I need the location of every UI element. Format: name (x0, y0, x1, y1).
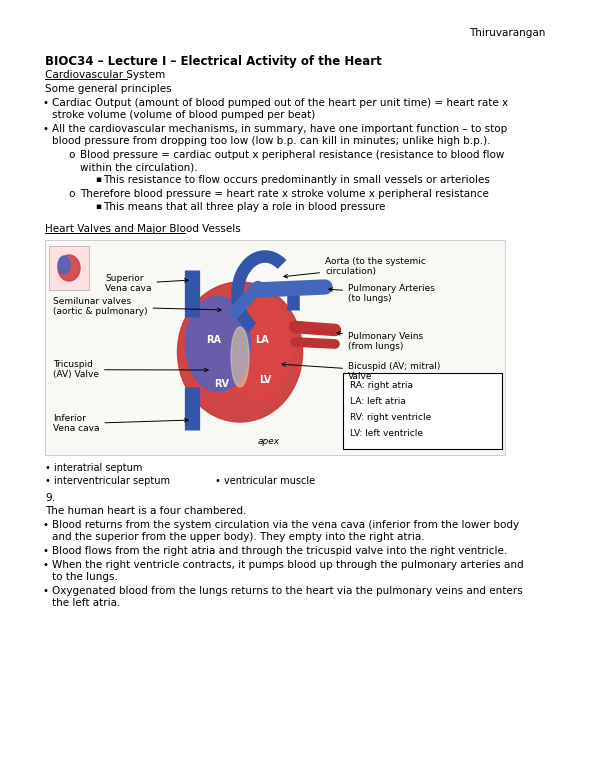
Text: This resistance to flow occurs predominantly in small vessels or arterioles: This resistance to flow occurs predomina… (103, 175, 490, 185)
Text: When the right ventricle contracts, it pumps blood up through the pulmonary arte: When the right ventricle contracts, it p… (52, 560, 524, 570)
Text: •: • (42, 586, 48, 596)
Text: Tricuspid
(AV) Valve: Tricuspid (AV) Valve (53, 360, 208, 380)
Text: Thiruvarangan: Thiruvarangan (469, 28, 545, 38)
Text: •: • (42, 124, 48, 134)
Text: blood pressure from dropping too low (low b.p. can kill in minutes; unlike high : blood pressure from dropping too low (lo… (52, 136, 490, 146)
Text: LV: left ventricle: LV: left ventricle (350, 429, 423, 438)
Text: RA: RA (206, 335, 221, 345)
Text: ▪: ▪ (95, 202, 101, 211)
Text: within the circulation).: within the circulation). (80, 162, 198, 172)
Text: Heart Valves and Major Blood Vessels: Heart Valves and Major Blood Vessels (45, 224, 241, 234)
Text: Pulmonary Veins
(from lungs): Pulmonary Veins (from lungs) (337, 332, 423, 351)
Text: RA: right atria: RA: right atria (350, 381, 413, 390)
Text: to the lungs.: to the lungs. (52, 572, 118, 582)
Text: •: • (42, 560, 48, 570)
Text: Therefore blood pressure = heart rate x stroke volume x peripheral resistance: Therefore blood pressure = heart rate x … (80, 189, 489, 199)
Text: Inferior
Vena cava: Inferior Vena cava (53, 414, 188, 434)
Text: Blood returns from the system circulation via the vena cava (inferior from the l: Blood returns from the system circulatio… (52, 520, 519, 530)
Ellipse shape (177, 282, 302, 422)
Text: the left atria.: the left atria. (52, 598, 120, 608)
Text: Blood flows from the right atria and through the tricuspid valve into the right : Blood flows from the right atria and thr… (52, 546, 508, 556)
Text: LA: left atria: LA: left atria (350, 397, 406, 406)
Text: LV: LV (259, 375, 271, 385)
Ellipse shape (58, 256, 70, 274)
Text: • ventricular muscle: • ventricular muscle (215, 476, 315, 486)
Text: and the superior from the upper body). They empty into the right atria.: and the superior from the upper body). T… (52, 532, 425, 542)
Text: o: o (68, 150, 74, 160)
Text: Cardiovascular System: Cardiovascular System (45, 70, 165, 80)
Text: Bicuspid (AV; mitral)
Valve: Bicuspid (AV; mitral) Valve (282, 362, 440, 381)
Text: LA: LA (255, 335, 269, 345)
Ellipse shape (186, 296, 250, 391)
Text: Blood pressure = cardiac output x peripheral resistance (resistance to blood flo: Blood pressure = cardiac output x periph… (80, 150, 505, 160)
Text: •: • (42, 98, 48, 108)
Ellipse shape (223, 294, 293, 400)
Text: ▪: ▪ (95, 175, 101, 184)
Text: BIOC34 – Lecture I – Electrical Activity of the Heart: BIOC34 – Lecture I – Electrical Activity… (45, 55, 382, 68)
Text: RV: right ventricle: RV: right ventricle (350, 413, 431, 422)
FancyBboxPatch shape (343, 373, 502, 449)
FancyBboxPatch shape (45, 240, 505, 455)
Text: This means that all three play a role in blood pressure: This means that all three play a role in… (103, 202, 386, 212)
Text: 9.: 9. (45, 493, 55, 503)
Text: apex: apex (258, 437, 280, 446)
Text: •: • (42, 546, 48, 556)
Text: • interatrial septum: • interatrial septum (45, 463, 142, 473)
Text: Oxygenated blood from the lungs returns to the heart via the pulmonary veins and: Oxygenated blood from the lungs returns … (52, 586, 522, 596)
Text: Superior
Vena cava: Superior Vena cava (105, 274, 188, 293)
Text: Some general principles: Some general principles (45, 84, 171, 94)
Ellipse shape (58, 255, 80, 281)
Text: Cardiac Output (amount of blood pumped out of the heart per unit time) = heart r: Cardiac Output (amount of blood pumped o… (52, 98, 508, 108)
Text: The human heart is a four chambered.: The human heart is a four chambered. (45, 506, 246, 516)
Text: o: o (68, 189, 74, 199)
FancyBboxPatch shape (49, 246, 89, 290)
Text: RV: RV (215, 379, 230, 389)
Text: Semilunar valves
(aortic & pulmonary): Semilunar valves (aortic & pulmonary) (53, 297, 221, 316)
Text: • interventricular septum: • interventricular septum (45, 476, 170, 486)
Text: Pulmonary Arteries
(to lungs): Pulmonary Arteries (to lungs) (329, 284, 435, 303)
Ellipse shape (231, 327, 249, 387)
Text: stroke volume (volume of blood pumped per beat): stroke volume (volume of blood pumped pe… (52, 110, 315, 120)
Text: •: • (42, 520, 48, 530)
Text: All the cardiovascular mechanisms, in summary, have one important function – to : All the cardiovascular mechanisms, in su… (52, 124, 508, 134)
Text: Aorta (to the systemic
circulation): Aorta (to the systemic circulation) (284, 257, 426, 278)
